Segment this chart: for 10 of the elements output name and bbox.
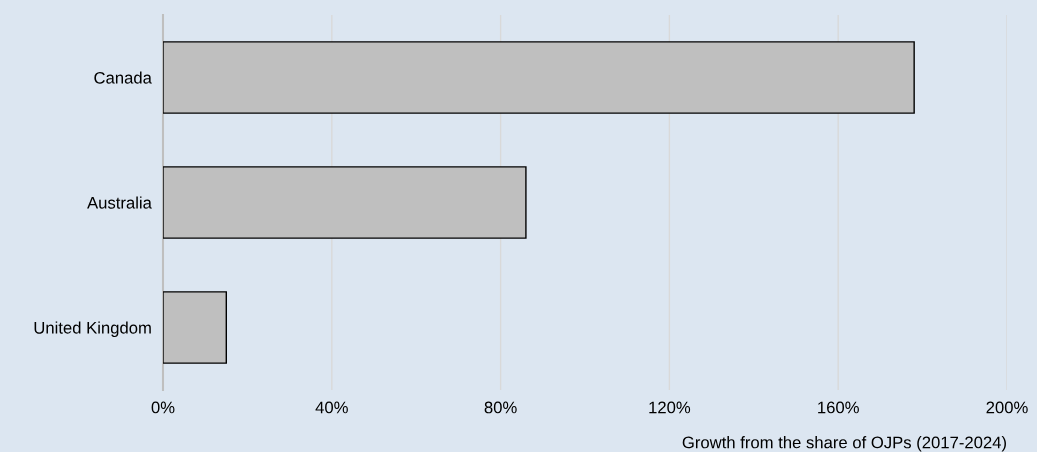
x-tick-label: 0% xyxy=(151,401,175,414)
x-tick-label: 80% xyxy=(484,401,517,414)
x-axis-title: Growth from the share of OJPs (2017-2024) xyxy=(682,436,1006,452)
x-tick-label: 200% xyxy=(986,401,1028,414)
x-tick-label: 40% xyxy=(315,401,348,414)
x-tick-label: 160% xyxy=(818,401,859,414)
y-tick-label: United Kingdom xyxy=(34,321,151,337)
x-tick-label: 120% xyxy=(649,401,691,414)
y-tick-label: Canada xyxy=(94,71,152,84)
y-tick-label: Australia xyxy=(87,196,152,209)
